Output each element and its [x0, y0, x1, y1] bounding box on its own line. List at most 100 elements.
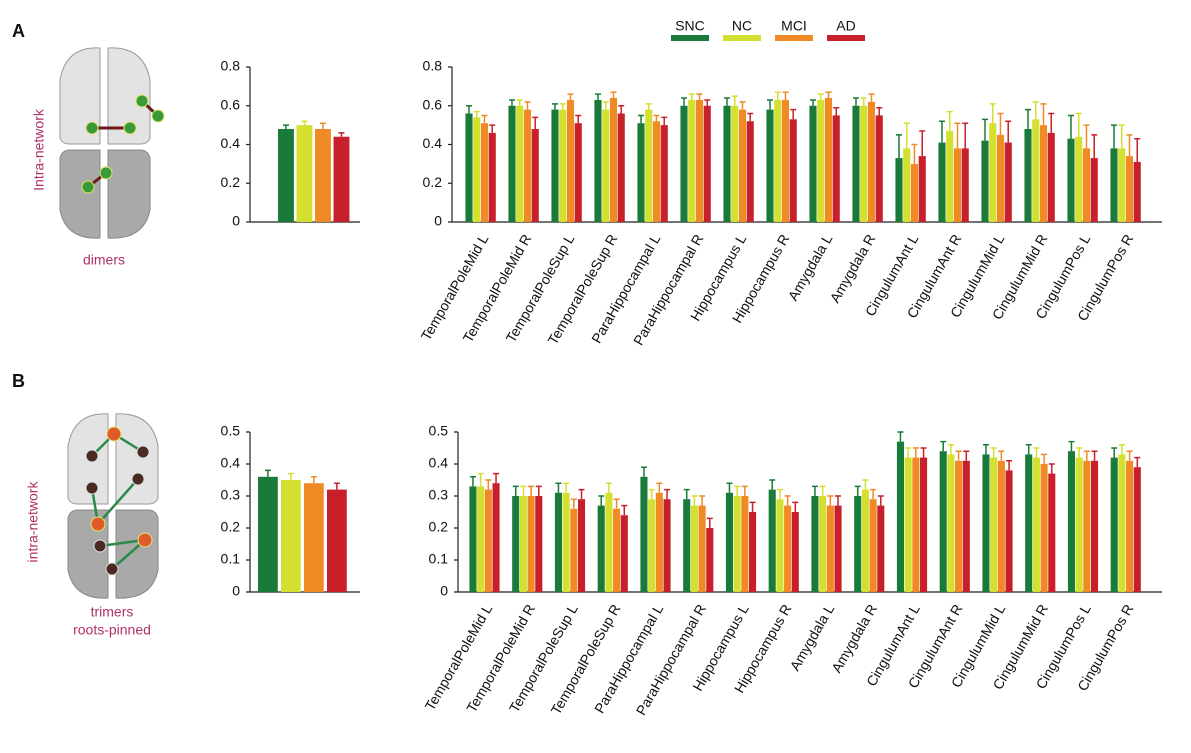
error-bar — [1126, 450, 1133, 461]
bar — [663, 499, 671, 592]
legend-label: NC — [732, 18, 752, 34]
error-bar — [1118, 444, 1125, 455]
panel-letter: A — [12, 21, 25, 41]
error-bar — [955, 450, 962, 461]
panel-letter: B — [12, 371, 25, 391]
bar — [488, 132, 496, 222]
bar — [1133, 467, 1141, 592]
error-bar — [578, 488, 585, 500]
bar — [578, 499, 586, 592]
bar — [645, 109, 653, 222]
bar — [296, 125, 313, 222]
bar — [1004, 142, 1012, 222]
error-bar — [524, 101, 531, 110]
error-bar — [1068, 114, 1074, 139]
bar — [776, 499, 784, 592]
error-bar — [870, 488, 877, 500]
bar — [1082, 148, 1091, 222]
bar — [961, 148, 969, 222]
error-bar — [1111, 124, 1117, 149]
bar — [1048, 473, 1056, 592]
bar — [877, 505, 885, 592]
bar — [895, 158, 903, 222]
error-bar — [962, 122, 969, 149]
error-bar — [947, 444, 954, 455]
bar — [594, 99, 602, 222]
error-bar — [833, 106, 840, 116]
error-bar — [767, 99, 773, 110]
bar — [955, 460, 963, 592]
error-bar — [618, 105, 625, 114]
error-bar — [493, 472, 500, 484]
bar — [281, 480, 301, 592]
bar — [738, 109, 747, 222]
error-bar — [897, 431, 904, 442]
bar — [1005, 470, 1013, 592]
bar — [1040, 464, 1048, 592]
bar — [508, 105, 516, 222]
error-bar — [535, 485, 542, 496]
bar — [1090, 158, 1098, 222]
bar — [703, 105, 711, 222]
error-bar — [691, 495, 698, 506]
bar — [706, 528, 714, 592]
error-bar — [1134, 456, 1141, 468]
error-bar — [621, 504, 628, 516]
error-bar — [825, 91, 832, 98]
error-bar — [1040, 103, 1047, 126]
bar — [989, 123, 997, 222]
y-tick-label: 0.5 — [429, 423, 449, 439]
error-bar — [532, 116, 539, 129]
bar — [512, 496, 520, 592]
bar — [861, 489, 869, 592]
bar — [826, 505, 834, 592]
error-bar — [555, 482, 562, 493]
bar — [1133, 161, 1141, 222]
error-bar — [939, 120, 945, 143]
bar — [733, 496, 741, 592]
error-bar — [1111, 447, 1118, 458]
error-bar — [724, 97, 730, 106]
bar — [1075, 457, 1083, 592]
side-label: Intra-network — [31, 108, 47, 191]
bar — [617, 113, 625, 222]
bar — [597, 505, 605, 592]
side-label: intra-network — [25, 481, 41, 563]
bar — [731, 105, 739, 222]
error-bar — [747, 112, 754, 122]
bar — [875, 115, 883, 222]
bar — [997, 460, 1005, 592]
error-bar — [696, 93, 703, 100]
bar — [465, 113, 473, 222]
bar — [781, 99, 790, 222]
bar — [854, 496, 862, 592]
error-bar — [704, 99, 711, 106]
error-bar — [310, 476, 317, 484]
error-bar — [835, 495, 842, 506]
bar — [938, 142, 946, 222]
y-tick-label: 0 — [232, 583, 240, 599]
bar — [695, 99, 704, 222]
error-bar — [1033, 447, 1040, 458]
y-tick-label: 0 — [232, 213, 240, 229]
bar — [566, 99, 575, 222]
caption: roots-pinned — [73, 622, 151, 638]
error-bar — [287, 472, 294, 480]
error-bar — [817, 93, 824, 100]
bar — [1024, 129, 1032, 222]
bar — [1091, 460, 1099, 592]
bar — [1110, 457, 1118, 592]
bar — [278, 129, 294, 222]
error-bar — [520, 485, 527, 496]
bar — [791, 512, 799, 592]
bar — [953, 148, 962, 222]
y-tick-label: 0.3 — [429, 487, 449, 503]
error-bar — [656, 482, 663, 493]
bar — [982, 454, 990, 592]
bar — [1039, 125, 1048, 222]
y-tick-label: 0.2 — [221, 174, 241, 190]
error-bar — [509, 99, 515, 106]
y-tick-label: 0.2 — [221, 519, 241, 535]
error-bar — [512, 485, 519, 496]
bar — [725, 492, 733, 592]
